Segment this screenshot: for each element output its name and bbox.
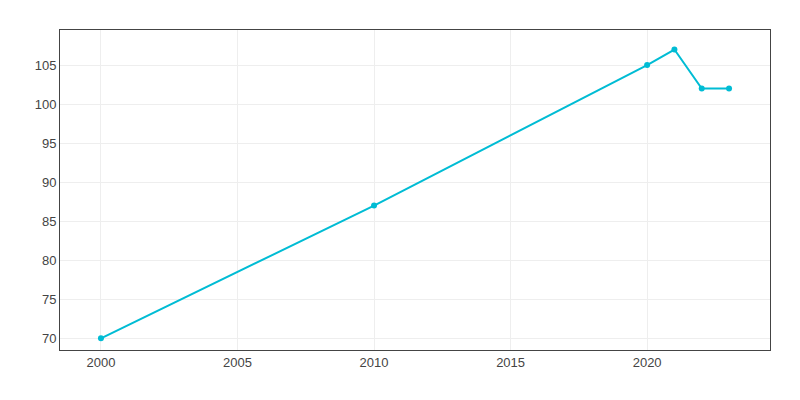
svg-text:70: 70: [42, 331, 56, 346]
svg-text:90: 90: [42, 175, 56, 190]
svg-text:100: 100: [35, 97, 57, 112]
svg-text:75: 75: [42, 292, 56, 307]
svg-text:2005: 2005: [223, 355, 252, 370]
svg-text:80: 80: [42, 253, 56, 268]
svg-text:85: 85: [42, 214, 56, 229]
svg-text:2015: 2015: [496, 355, 525, 370]
svg-text:2020: 2020: [633, 355, 662, 370]
svg-text:2010: 2010: [360, 355, 389, 370]
svg-text:2000: 2000: [86, 355, 115, 370]
svg-text:105: 105: [35, 58, 57, 73]
svg-text:95: 95: [42, 136, 56, 151]
